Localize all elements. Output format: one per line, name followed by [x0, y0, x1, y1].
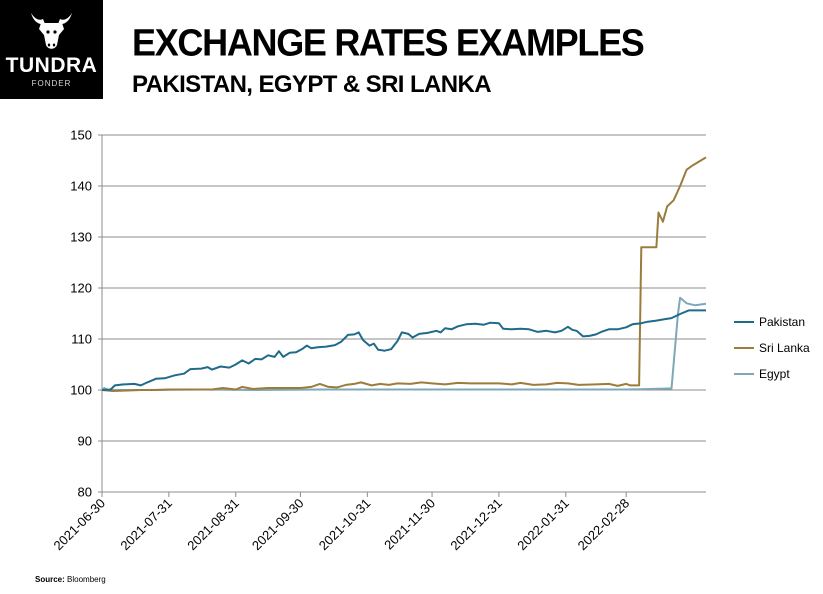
- grid-lines: [102, 134, 706, 442]
- legend-label: Egypt: [759, 367, 790, 381]
- y-tick-labels: 80 90 100 110 120 130 140 150: [70, 128, 92, 500]
- series-line-sri-lanka: [101, 156, 707, 392]
- x-tick-label: 2021-09-30: [249, 496, 307, 554]
- legend-label: Pakistan: [759, 315, 805, 329]
- series-line-pakistan: [101, 309, 706, 391]
- x-tick-labels: 2021-06-30 2021-07-31 2021-08-31 2021-09-30…: [50, 496, 632, 554]
- y-tick-label: 80: [78, 485, 92, 500]
- x-tick-label: 2021-11-30: [381, 496, 438, 553]
- brand-name: TUNDRA: [5, 54, 98, 77]
- x-tick-label: 2022-02-28: [575, 496, 633, 554]
- source-label: Source:: [35, 575, 65, 584]
- x-tick-label: 2021-07-31: [117, 496, 175, 554]
- source-text: Bloomberg: [67, 575, 106, 584]
- y-tick-label: 110: [71, 332, 92, 347]
- series-lines: [101, 156, 707, 392]
- page-title: EXCHANGE RATES EXAMPLES: [132, 20, 645, 64]
- y-tick-label: 90: [78, 434, 92, 449]
- x-tick-label: 2022-01-31: [514, 496, 572, 554]
- y-tick-label: 120: [70, 281, 92, 296]
- y-tick-label: 140: [70, 179, 92, 194]
- y-tick-label: 100: [70, 383, 92, 398]
- series-line-egypt: [101, 296, 707, 391]
- axes: [98, 134, 706, 497]
- y-tick-label: 130: [70, 230, 92, 245]
- y-tick-label: 150: [70, 128, 92, 143]
- brand-logo: TUNDRA FONDER: [0, 0, 103, 99]
- x-tick-label: 2021-12-31: [447, 496, 505, 554]
- x-tick-label: 2021-10-31: [316, 496, 374, 554]
- brand-subtitle: FONDER: [31, 79, 72, 88]
- x-tick-label: 2021-08-31: [184, 496, 242, 554]
- legend-label: Sri Lanka: [759, 341, 810, 355]
- x-tick-label: 2021-06-30: [50, 496, 108, 554]
- legend: Pakistan Sri Lanka Egypt: [734, 315, 810, 381]
- bull-head-icon: [31, 13, 72, 49]
- source-note: Source: Bloomberg: [35, 575, 106, 584]
- page-subtitle: PAKISTAN, EGYPT & SRI LANKA: [132, 71, 492, 98]
